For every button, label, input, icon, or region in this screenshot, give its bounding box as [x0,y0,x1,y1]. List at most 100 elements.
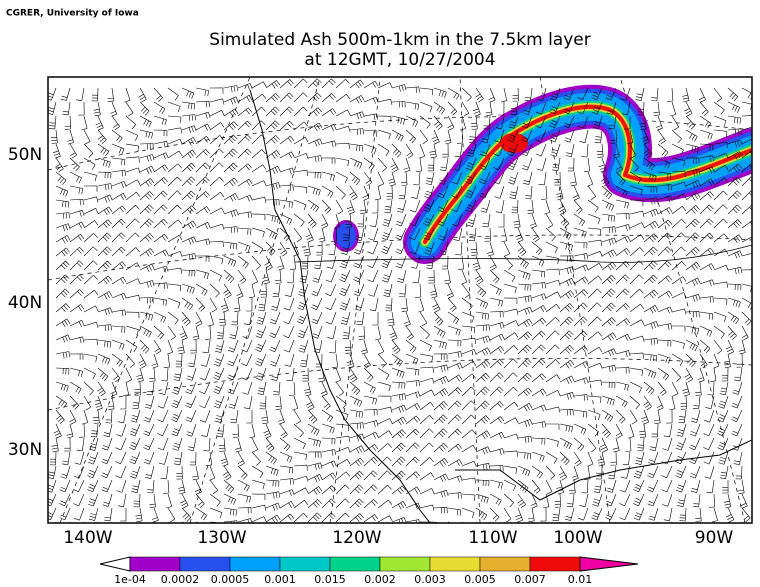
wind-barb [517,493,526,509]
colorbar-label: 0.0002 [161,573,200,586]
wind-barb [223,269,235,283]
wind-barb [685,311,700,318]
wind-barb [251,504,267,511]
wind-barb [545,359,560,369]
wind-barb [489,358,504,369]
wind-barb [615,381,629,391]
wind-barb [591,87,603,101]
wind-barb [615,318,631,327]
wind-barb [382,269,393,283]
wind-barb [391,442,406,453]
wind-barb [713,264,729,271]
wind-barb [269,353,281,367]
wind-barb [249,423,256,439]
wind-barb [529,213,537,229]
wind-barb [465,199,477,213]
wind-barb [657,260,672,271]
wind-barb [657,195,673,203]
wind-barb [698,87,706,103]
wind-barb [363,353,371,369]
wind-barb [180,493,189,509]
wind-barb [185,381,197,395]
wind-barb [257,381,267,395]
wind-barb [237,94,253,103]
wind-barb [264,255,273,271]
wind-barb [97,367,109,381]
wind-barb [601,423,611,438]
wind-barb [69,157,80,172]
wind-barb [503,417,519,425]
wind-barb [587,451,594,467]
wind-barb [223,177,239,187]
wind-barb [321,512,336,523]
wind-barb [101,465,113,479]
wind-barb [475,311,490,320]
wind-barb [87,451,99,465]
wind-barb [129,437,141,451]
wind-barb [209,122,225,131]
wind-barb [684,367,693,383]
wind-barb [111,115,120,131]
wind-barb [437,185,449,199]
wind-barb [584,465,591,480]
wind-barb [209,465,216,481]
wind-barb [527,507,535,523]
wind-barb [503,332,519,341]
wind-barb [227,367,239,381]
wind-barb [727,87,739,102]
wind-barb [279,227,291,242]
graticule [48,116,752,171]
wind-barb [741,521,744,523]
wind-barb [503,372,518,383]
wind-barb [615,213,630,220]
wind-barb [657,306,673,314]
wind-barb [181,205,196,215]
wind-barb [242,381,253,395]
wind-barb [643,171,657,182]
wind-barb [97,307,113,316]
colorbar-label: 0.01 [568,573,593,586]
wind-barb [111,276,127,285]
wind-barb [104,507,113,522]
wind-barb [139,191,154,201]
wind-barb [111,232,126,243]
wind-barb [649,437,659,451]
wind-barb [628,423,635,439]
wind-barb [139,178,155,187]
wind-barb [297,297,309,311]
wind-barb [727,311,740,325]
wind-barb [592,115,603,129]
wind-barb [69,274,84,285]
wind-barb [671,292,687,299]
wind-barb [139,143,154,150]
wind-barb [699,339,711,353]
wind-barb [447,475,463,483]
wind-barb [363,431,379,439]
wind-barb [293,185,308,194]
wind-barb [573,241,588,249]
wind-barb [699,353,708,369]
longitude-label: 120W [332,528,381,548]
wind-barb [732,437,743,451]
wind-barb [279,478,294,485]
longitude-label: 110W [468,528,517,548]
wind-barb [135,507,143,523]
wind-barb [167,311,179,325]
wind-barb [279,513,295,523]
latitude-label: 40N [8,293,42,313]
wind-barb [175,353,183,368]
wind-barb [199,381,211,395]
wind-barb [699,115,712,129]
wind-barb [461,460,477,467]
wind-barb [475,462,491,471]
wind-barb [286,367,295,382]
wind-barb [545,390,561,397]
wind-barb [671,261,686,271]
wind-barb [391,429,407,439]
wind-barb [629,222,645,229]
wind-barb [643,353,658,362]
wind-barb [517,255,529,269]
colorbar-label: 0.001 [264,573,296,586]
wind-barb [363,96,379,104]
